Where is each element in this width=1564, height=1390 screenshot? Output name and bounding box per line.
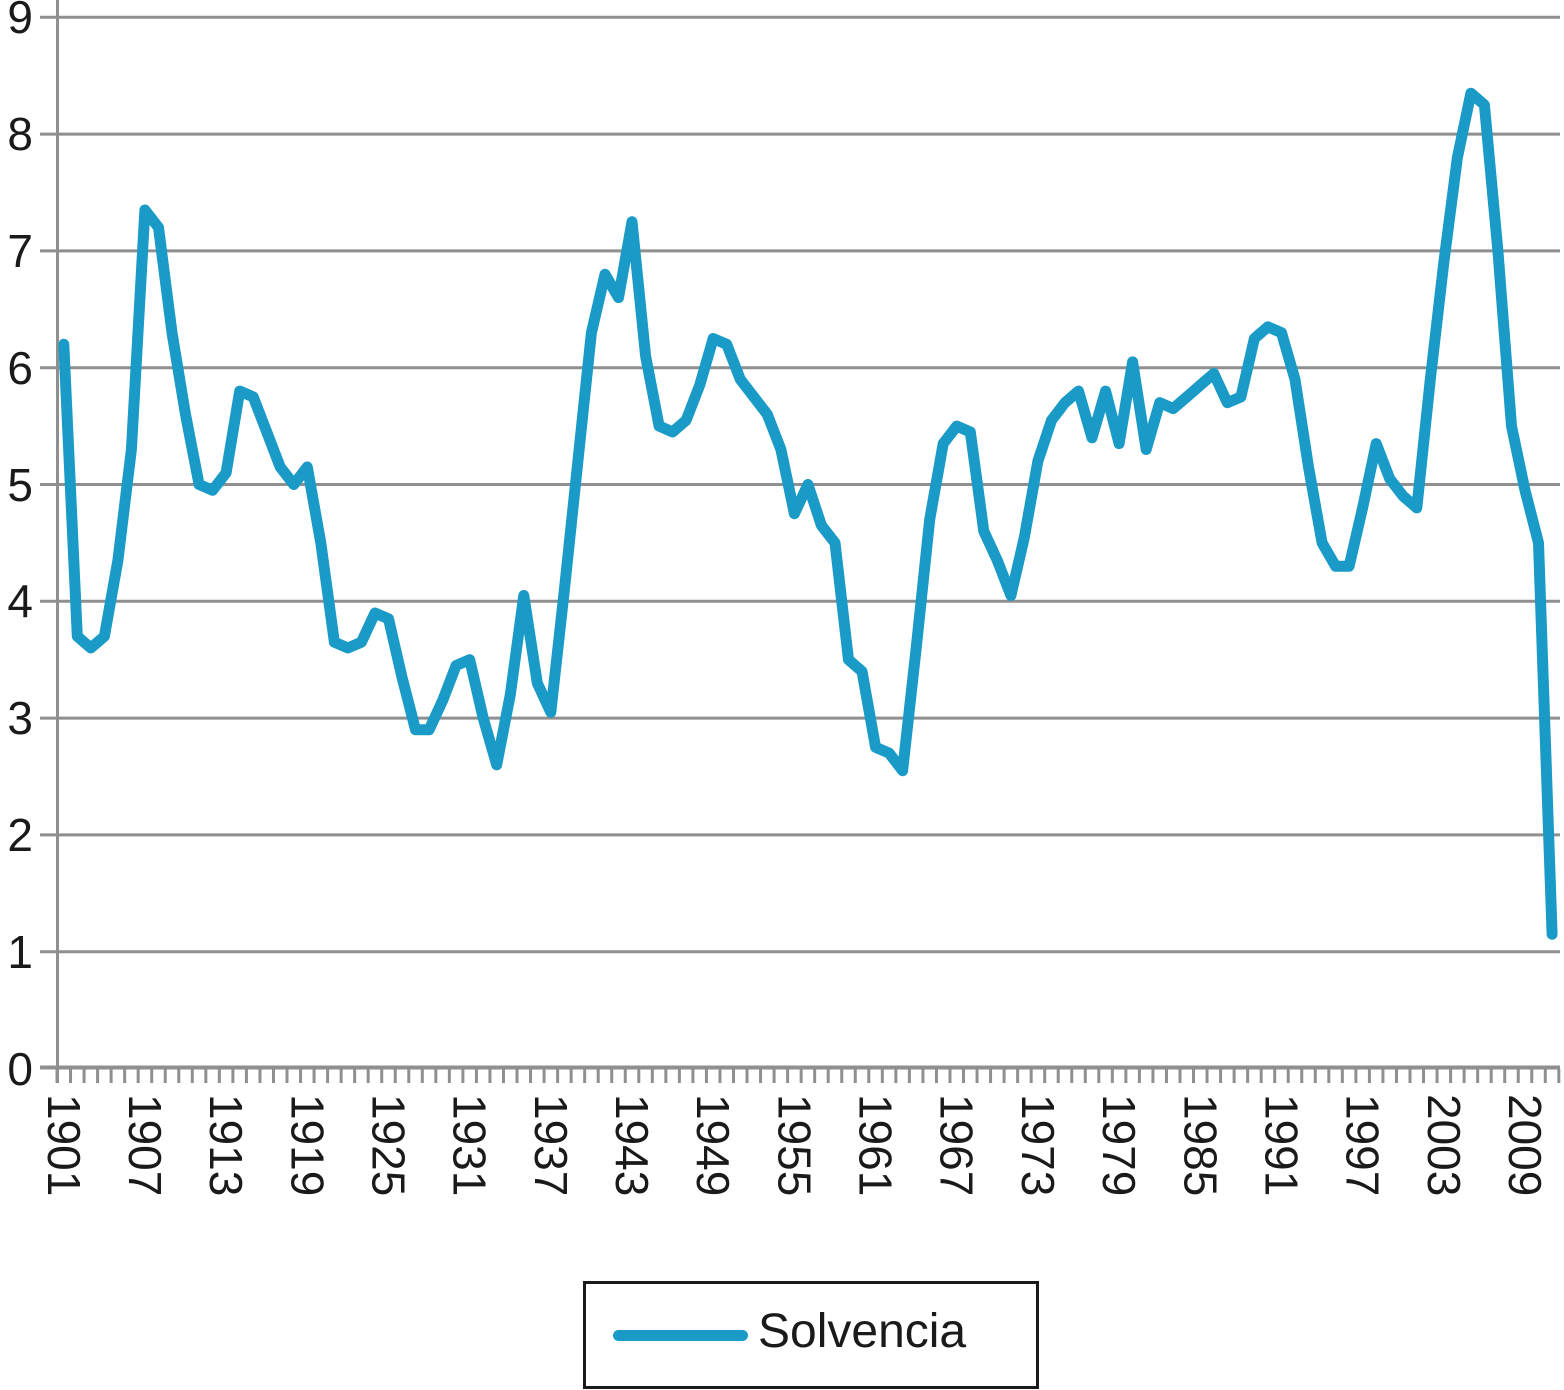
x-tick-label: 1997: [1336, 1094, 1389, 1197]
y-tick-label: 2: [7, 808, 33, 861]
legend-line-swatch: [613, 1330, 748, 1341]
x-tick-label: 1955: [768, 1094, 821, 1197]
x-tick-label: 1919: [281, 1094, 334, 1197]
solvencia-line: [58, 87, 1558, 940]
x-tick-label: 1985: [1174, 1094, 1227, 1197]
y-tick-label: 1: [7, 925, 33, 978]
x-tick-label: 1961: [849, 1094, 902, 1197]
x-tick-label: 1913: [200, 1094, 253, 1197]
y-tick-label: 7: [7, 224, 33, 277]
x-tick-label: 1907: [118, 1094, 171, 1197]
y-tick-label: 8: [7, 108, 33, 161]
legend: Solvencia: [583, 1281, 1039, 1389]
x-tick-label: 1979: [1093, 1094, 1146, 1197]
x-tick-label: 2003: [1417, 1094, 1470, 1197]
x-tick-label: 1991: [1255, 1094, 1308, 1197]
x-tick-label: 1931: [443, 1094, 496, 1197]
y-tick-label: 3: [7, 692, 33, 745]
y-tick-label: 4: [7, 575, 33, 628]
y-tick-label: 0: [7, 1042, 33, 1095]
x-tick-label: 1949: [687, 1094, 740, 1197]
x-tick-label: 2009: [1499, 1094, 1552, 1197]
x-tick-label: 1973: [1011, 1094, 1064, 1197]
y-tick-label: 9: [7, 0, 33, 44]
x-tick-label: 1967: [930, 1094, 983, 1197]
x-tick-label: 1925: [362, 1094, 415, 1197]
y-tick-label: 5: [7, 458, 33, 511]
x-tick-label: 1943: [606, 1094, 659, 1197]
y-tick-label: 6: [7, 341, 33, 394]
x-tick-label: 1901: [37, 1094, 90, 1197]
legend-label: Solvencia: [758, 1305, 967, 1358]
x-tick-label: 1937: [524, 1094, 577, 1197]
